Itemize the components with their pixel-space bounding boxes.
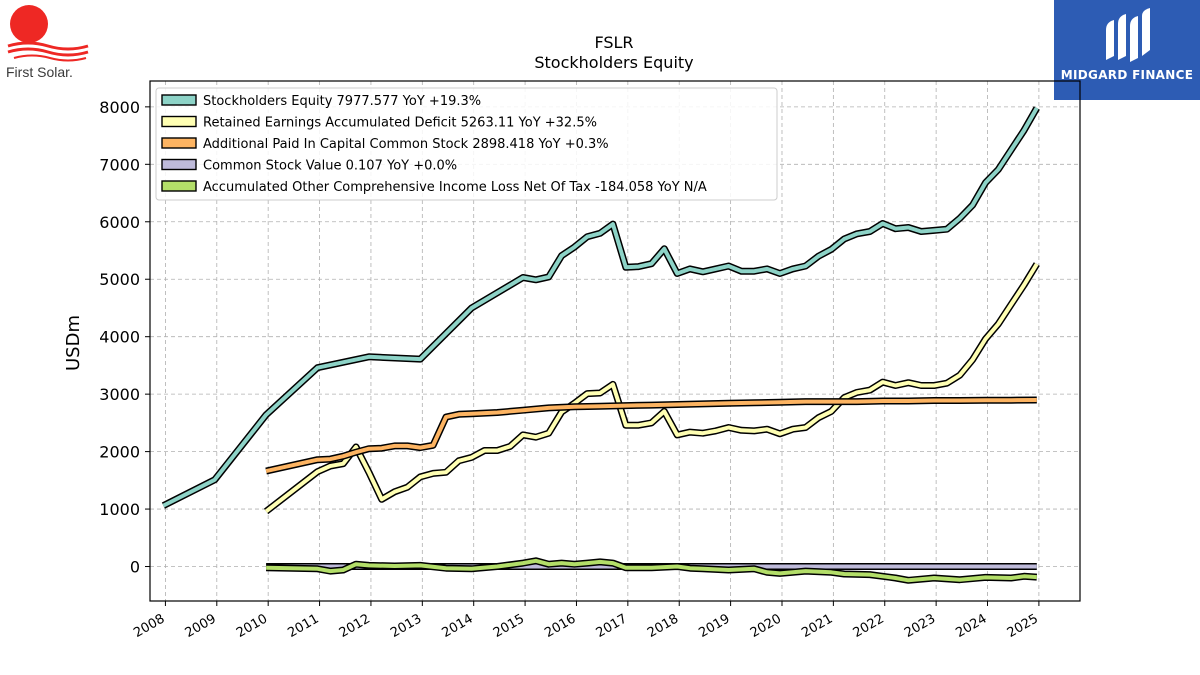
y-tick-label: 7000 [99,155,140,174]
chart-title: FSLR [594,33,633,52]
midgard-finance-logo: MIDGARD FINANCE [1054,0,1200,100]
midgard-finance-brand-text: MIDGARD FINANCE [1060,68,1194,82]
x-tick-label: 2019 [696,611,732,641]
x-tick-label: 2013 [388,611,424,641]
series-line-2 [265,396,1037,475]
wave-icon [7,41,89,62]
x-tick-label: 2011 [285,611,321,641]
x-tick-label: 2012 [337,611,373,641]
x-tick-label: 2020 [748,611,784,641]
series-outline [265,396,1037,475]
sun-icon [10,5,48,43]
legend: Stockholders Equity 7977.577 YoY +19.3% R… [155,87,778,201]
y-tick-label: 3000 [99,385,140,404]
legend-swatch [161,115,197,128]
x-tick-label: 2025 [1005,611,1041,641]
legend-box [155,87,778,201]
midgard-mark-icon [1106,8,1150,62]
y-tick-label: 6000 [99,213,140,232]
x-tick-label: 2014 [440,611,476,641]
x-tick-label: 2010 [234,611,270,641]
y-tick-label: 2000 [99,443,140,462]
y-tick-label: 5000 [99,270,140,289]
legend-swatch [161,137,197,149]
series-stroke [162,107,1039,508]
series-stroke [265,398,1037,474]
x-tick-label: 2008 [131,611,167,641]
x-tick-label: 2021 [799,611,835,641]
legend-entry: Additional Paid In Capital Common Stock … [203,137,609,152]
legend-entry: Retained Earnings Accumulated Deficit 52… [203,116,597,131]
legend-entry: Stockholders Equity 7977.577 YoY +19.3% [203,94,481,109]
x-tick-label: 2016 [542,611,578,641]
x-tick-label: 2022 [851,611,887,641]
x-tick-label: 2018 [645,611,681,641]
x-tick-label: 2023 [902,611,938,641]
series-line-1 [263,262,1040,515]
chart-subtitle: Stockholders Equity [534,53,693,72]
y-tick-label: 0 [130,558,140,577]
x-tick-label: 2015 [491,611,527,641]
y-axis-label: USDm [63,315,84,371]
x-tick-label: 2017 [594,611,630,641]
legend-swatch [161,180,197,192]
series-stroke [266,558,1037,583]
series-outline [263,262,1040,515]
series-line-4 [266,557,1038,584]
y-ticks: 0 1000 2000 3000 4000 5000 6000 7000 8000 [99,98,150,577]
legend-entry: Common Stock Value 0.107 YoY +0.0% [203,159,457,174]
x-tick-label: 2024 [953,611,989,641]
y-tick-label: 8000 [99,98,140,117]
series-line-0 [161,106,1040,509]
legend-swatch [161,158,197,171]
x-ticks: 2008 2009 2010 2011 2012 2013 2014 2015 2016 2017… [131,601,1041,641]
series-lines [161,106,1040,584]
first-solar-brand-text: First Solar. [6,64,73,80]
y-tick-label: 1000 [99,500,140,519]
x-tick-label: 2009 [183,611,219,641]
y-tick-label: 4000 [99,328,140,347]
series-stroke [264,263,1039,513]
plot-frame [149,80,1081,602]
first-solar-logo: First Solar. [0,0,110,90]
legend-swatch [161,94,197,106]
legend-entry: Accumulated Other Comprehensive Income L… [203,180,707,195]
